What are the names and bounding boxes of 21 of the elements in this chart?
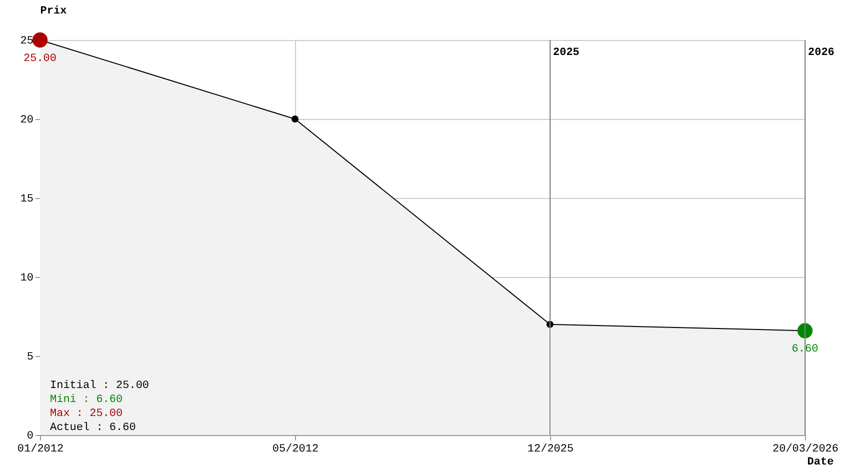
x-tick-label: 12/2025 bbox=[527, 444, 574, 456]
y-tick-label: 5 bbox=[26, 352, 34, 364]
x-tick-label: 01/2012 bbox=[17, 444, 64, 456]
y-tick-label: 10 bbox=[20, 272, 34, 284]
annotation: Max : 25.00 bbox=[50, 408, 123, 420]
y-tick-label: 0 bbox=[26, 430, 34, 442]
y-tick-label: 15 bbox=[20, 194, 34, 206]
annotation: Initial : 25.00 bbox=[50, 380, 150, 392]
x-tick-label: 20/03/2026 bbox=[772, 444, 839, 456]
x-tick-label: 05/2012 bbox=[272, 444, 319, 456]
ref-line-label: 2026 bbox=[808, 47, 834, 59]
ref-line-label: 2025 bbox=[553, 47, 580, 59]
y-tick-label: 20 bbox=[20, 114, 34, 126]
point bbox=[32, 32, 48, 48]
annotation: Actuel : 6.60 bbox=[50, 422, 136, 434]
y-tick-label: 25 bbox=[20, 36, 34, 48]
annotation: 6.60 bbox=[792, 344, 818, 356]
x-axis-title: Date bbox=[807, 456, 834, 468]
y-axis-title: Prix bbox=[40, 6, 68, 18]
annotation: 25.00 bbox=[23, 53, 57, 65]
annotation: Mini : 6.60 bbox=[50, 394, 123, 406]
